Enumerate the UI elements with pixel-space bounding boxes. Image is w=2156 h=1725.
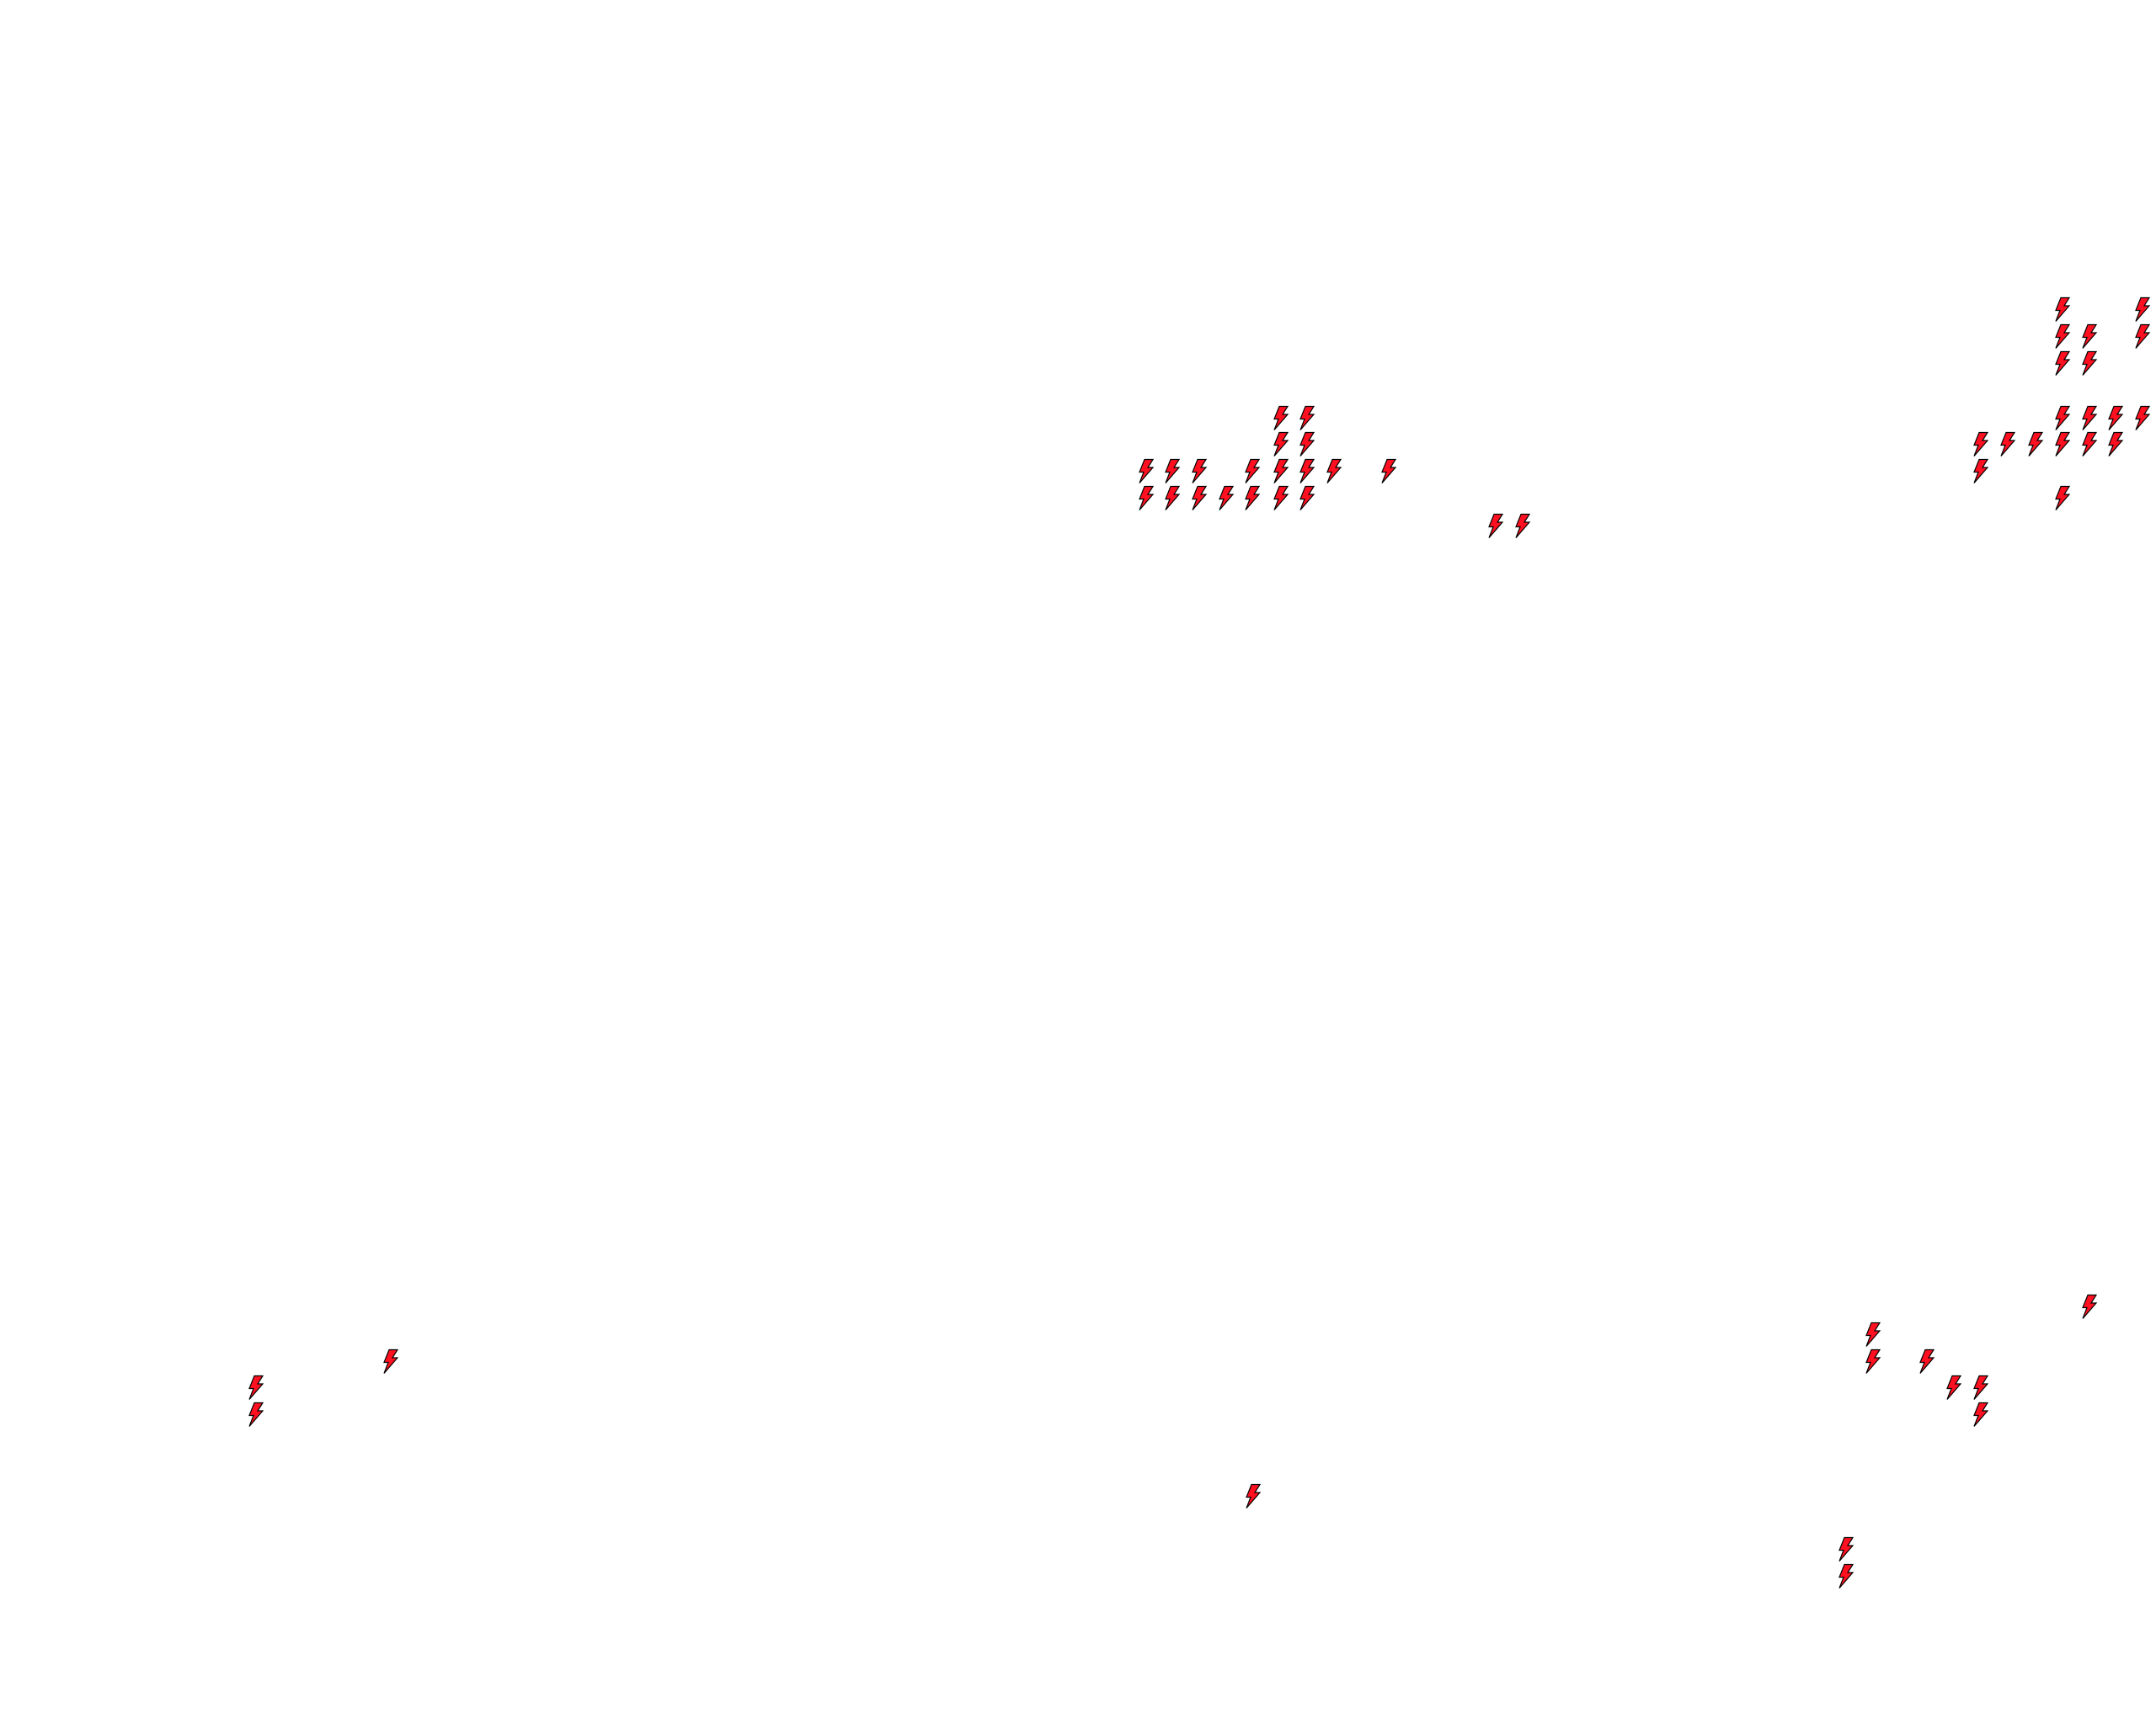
lightning-bolt-icon[interactable] [2082, 405, 2098, 430]
lightning-bolt-icon[interactable] [1973, 1402, 1989, 1427]
lightning-bolt-icon[interactable] [1139, 458, 1155, 483]
lightning-bolt-icon[interactable] [383, 1348, 399, 1374]
lightning-bolt-icon[interactable] [1246, 1483, 1262, 1509]
lightning-bolt-icon[interactable] [1245, 458, 1261, 483]
lightning-bolt-icon[interactable] [1273, 458, 1289, 483]
lightning-bolt-icon[interactable] [2055, 296, 2071, 322]
lightning-bolt-icon[interactable] [2082, 323, 2098, 349]
lightning-bolt-icon[interactable] [1326, 458, 1342, 483]
lightning-bolt-icon[interactable] [2108, 431, 2124, 457]
lightning-bolt-icon[interactable] [2055, 323, 2071, 349]
lightning-bolt-icon[interactable] [1165, 458, 1181, 483]
lightning-bolt-icon[interactable] [1273, 405, 1289, 430]
lightning-bolt-icon[interactable] [1865, 1348, 1881, 1374]
lightning-bolt-icon[interactable] [1946, 1375, 1962, 1400]
lightning-bolt-icon[interactable] [1245, 485, 1261, 510]
lightning-bolt-icon[interactable] [1165, 485, 1181, 510]
lightning-bolt-icon[interactable] [2135, 296, 2151, 322]
lightning-bolt-icon[interactable] [2082, 1294, 2098, 1319]
lightning-bolt-icon[interactable] [1299, 458, 1315, 483]
lightning-bolt-icon[interactable] [1488, 513, 1504, 538]
lightning-bolt-icon[interactable] [1865, 1322, 1881, 1347]
lightning-bolt-icon[interactable] [248, 1375, 264, 1400]
lightning-bolt-icon[interactable] [2055, 405, 2071, 430]
lightning-bolt-icon[interactable] [1381, 458, 1397, 483]
lightning-bolt-icon[interactable] [1838, 1536, 1854, 1562]
lightning-bolt-icon[interactable] [1273, 485, 1289, 510]
lightning-bolt-icon[interactable] [2000, 431, 2016, 457]
lightning-bolt-icon[interactable] [2028, 431, 2044, 457]
lightning-bolt-icon[interactable] [1192, 458, 1208, 483]
lightning-bolt-icon[interactable] [2135, 323, 2151, 349]
lightning-bolt-icon[interactable] [1515, 513, 1531, 538]
lightning-bolt-icon[interactable] [2055, 350, 2071, 376]
lightning-bolt-icon[interactable] [1973, 1375, 1989, 1400]
lightning-bolt-icon[interactable] [2108, 405, 2124, 430]
lightning-bolt-icon[interactable] [1299, 485, 1315, 510]
lightning-bolt-icon[interactable] [2135, 405, 2151, 430]
lightning-bolt-icon[interactable] [2082, 431, 2098, 457]
lightning-bolt-icon[interactable] [1838, 1563, 1854, 1589]
lightning-bolt-icon[interactable] [1273, 431, 1289, 457]
lightning-bolt-icon[interactable] [1299, 431, 1315, 457]
lightning-bolt-icon[interactable] [1219, 485, 1235, 510]
lightning-bolt-icon[interactable] [1192, 485, 1208, 510]
lightning-bolt-icon[interactable] [1973, 431, 1989, 457]
lightning-bolt-icon[interactable] [1973, 458, 1989, 483]
lightning-bolt-icon[interactable] [1919, 1348, 1935, 1374]
lightning-bolt-icon[interactable] [1139, 485, 1155, 510]
lightning-bolt-icon[interactable] [2055, 485, 2071, 510]
lightning-bolt-icon[interactable] [1299, 405, 1315, 430]
lightning-bolt-icon[interactable] [248, 1402, 264, 1427]
lightning-bolt-icon[interactable] [2082, 350, 2098, 376]
lightning-bolt-icon[interactable] [2055, 431, 2071, 457]
